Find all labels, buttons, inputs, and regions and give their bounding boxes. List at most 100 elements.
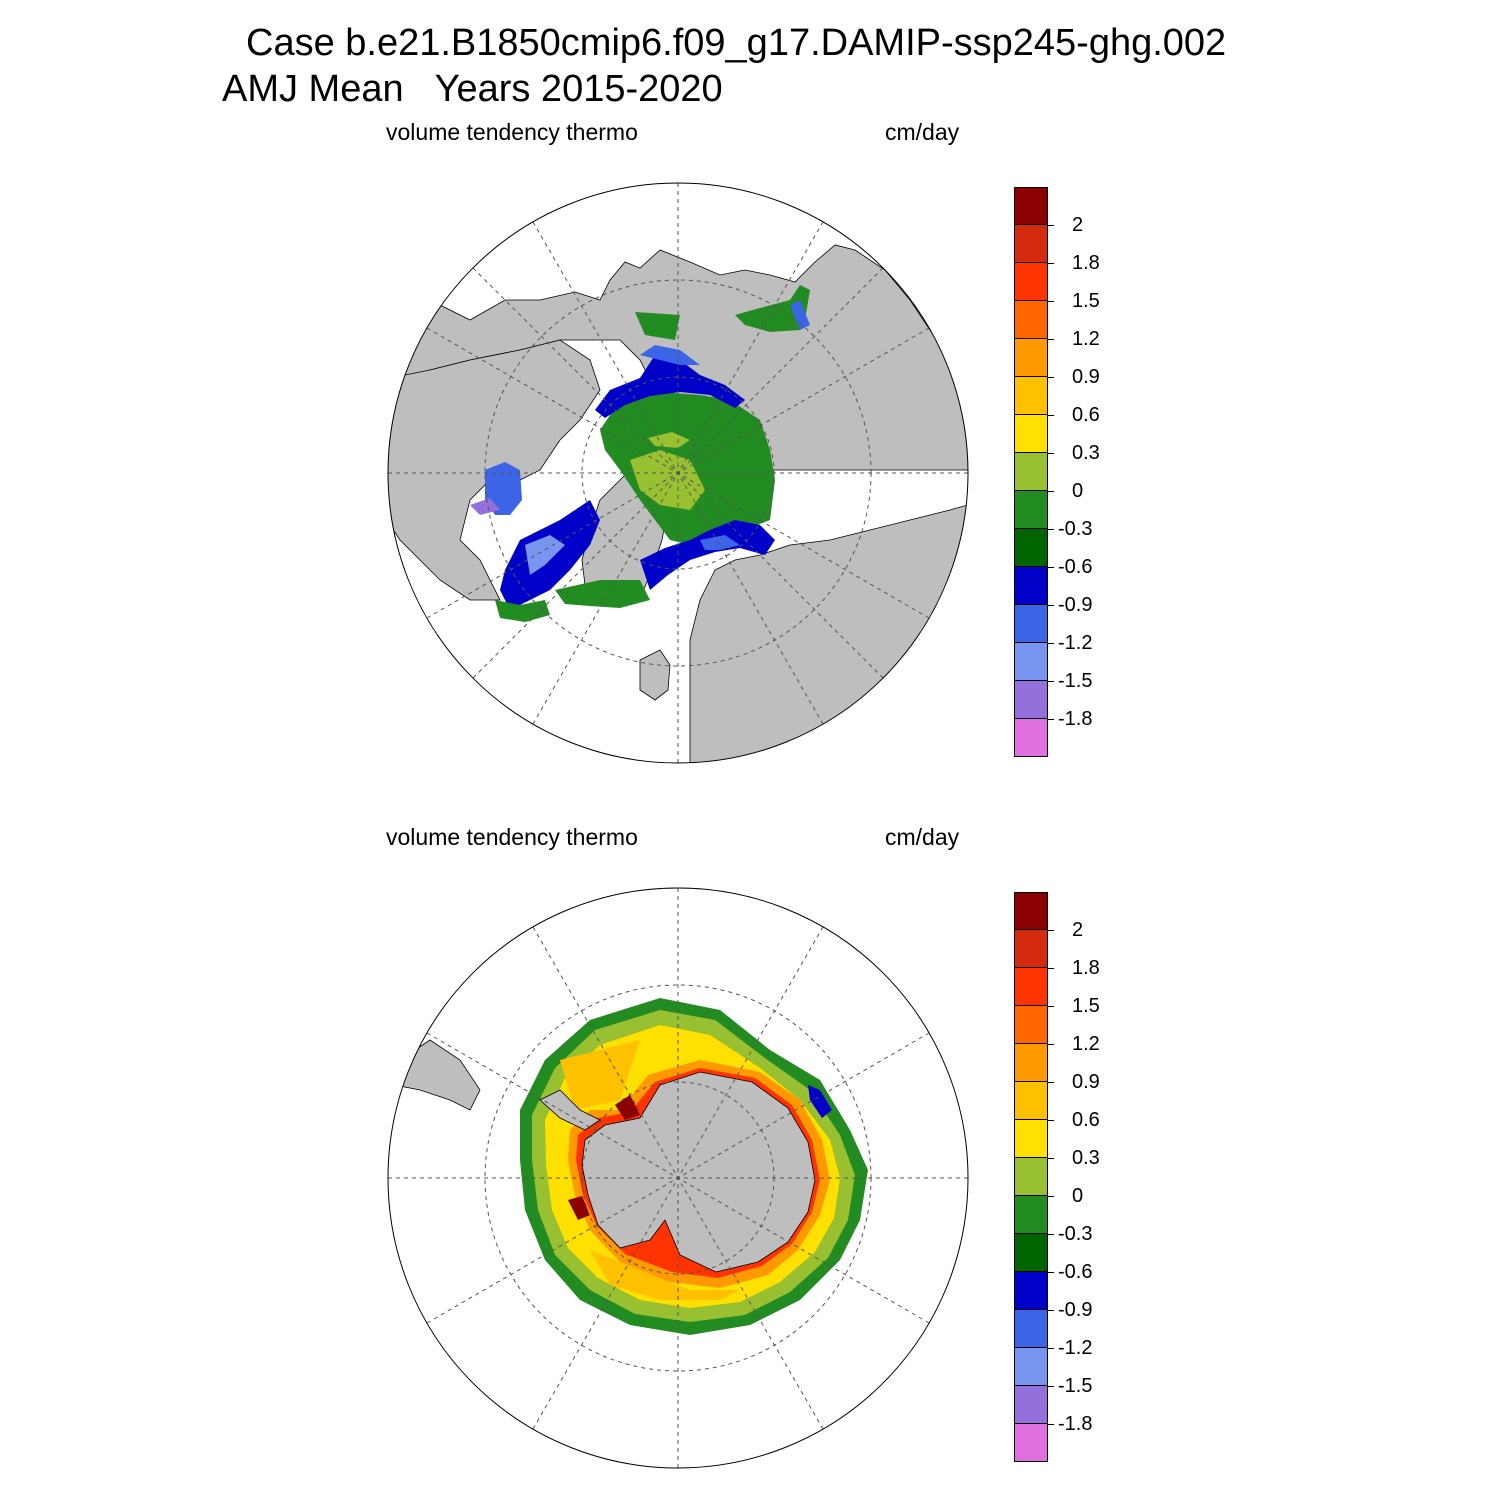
north-colorbar-label: -0.9 (1058, 594, 1093, 616)
south-colorbar-tick (1048, 1310, 1054, 1311)
north-colorbar-tick (1048, 681, 1054, 682)
south-landmasses (394, 1039, 816, 1273)
south-colorbar-label: 1.5 (1072, 995, 1100, 1017)
south-colorbar-tick (1048, 1158, 1054, 1159)
south-variable-label: volume tendency thermo (386, 824, 638, 850)
north-colorbar-label: 0.6 (1072, 404, 1100, 426)
north-colorbar-label: -1.5 (1058, 670, 1093, 692)
south-colorbar-tick (1048, 1424, 1054, 1425)
south-map-border (387, 887, 969, 1469)
south-colorbar-swatch (1014, 1386, 1048, 1424)
north-colorbar-swatch (1014, 643, 1048, 681)
north-colorbar-tick (1048, 339, 1054, 340)
north-colorbar-swatch (1014, 529, 1048, 567)
south-colorbar-tick (1048, 1044, 1054, 1045)
north-ice-hudson-blue (485, 462, 522, 515)
south-colorbar-tick (1048, 1120, 1054, 1121)
north-colorbar-swatch (1014, 567, 1048, 605)
south-colorbar-tick (1048, 1082, 1054, 1083)
north-colorbar-swatch (1014, 225, 1048, 263)
north-ice-topright-blue (790, 300, 810, 330)
south-colorbar-label: 0 (1072, 1185, 1084, 1207)
south-colorbar-label: 0.6 (1072, 1109, 1100, 1131)
north-colorbar-label: -0.6 (1058, 556, 1093, 578)
north-colorbar-label: -1.8 (1058, 708, 1093, 730)
south-colorbar-swatch (1014, 1310, 1048, 1348)
north-ice-barents-lightblue (700, 535, 740, 550)
north-graticule (388, 183, 968, 763)
north-colorbar-tick (1048, 567, 1054, 568)
north-colorbar-label: 1.8 (1072, 252, 1100, 274)
south-polar-map (387, 887, 969, 1469)
north-colorbar-swatch (1014, 605, 1048, 643)
north-colorbar-tick (1048, 301, 1054, 302)
south-colorbar-swatch (1014, 1120, 1048, 1158)
north-ice-light-green (630, 450, 705, 510)
south-units-label: cm/day (885, 824, 960, 850)
north-colorbar-tick (1048, 719, 1054, 720)
south-ice-darkred-ross (568, 1196, 590, 1220)
north-variable-label: volume tendency thermo (386, 119, 638, 145)
north-ice-top-green (635, 312, 680, 340)
south-colorbar-swatch (1014, 1348, 1048, 1386)
south-colorbar-label: 1.8 (1072, 957, 1100, 979)
south-colorbar-label: -1.8 (1058, 1413, 1093, 1435)
north-colorbar-tick (1048, 225, 1054, 226)
south-colorbar-label: -1.5 (1058, 1375, 1093, 1397)
north-ice-field (470, 285, 810, 622)
south-graticule (388, 888, 968, 1468)
north-colorbar-swatch (1014, 453, 1048, 491)
south-colorbar-label: -0.3 (1058, 1223, 1093, 1245)
south-colorbar-label: 0.3 (1072, 1147, 1100, 1169)
south-colorbar-swatch (1014, 968, 1048, 1006)
south-colorbar-tick (1048, 1196, 1054, 1197)
south-colorbar-swatch (1014, 1424, 1048, 1462)
north-colorbar-tick (1048, 453, 1054, 454)
south-colorbar-tick (1048, 968, 1054, 969)
north-ice-greenland-green (555, 580, 650, 608)
north-colorbar-label: 0.9 (1072, 366, 1100, 388)
south-colorbar-tick (1048, 1348, 1054, 1349)
north-colorbar-swatch (1014, 377, 1048, 415)
north-colorbar-label: 0 (1072, 480, 1084, 502)
south-colorbar-tick (1048, 1272, 1054, 1273)
south-colorbar-swatch (1014, 1006, 1048, 1044)
north-colorbar-swatch (1014, 339, 1048, 377)
south-colorbar-swatch (1014, 1082, 1048, 1120)
figure-title-case: Case b.e21.B1850cmip6.f09_g17.DAMIP-ssp2… (246, 22, 1227, 64)
north-land-asia (389, 244, 968, 471)
north-ice-hudson-purple (470, 498, 500, 515)
south-colorbar-tick (1048, 1234, 1054, 1235)
south-colorbar-label: 2 (1072, 919, 1084, 941)
south-land-south-america (394, 1039, 481, 1111)
south-ice-gold-band (560, 1040, 740, 1300)
north-colorbar-tick (1048, 415, 1054, 416)
north-colorbar-swatch (1014, 415, 1048, 453)
south-colorbar-swatch (1014, 1234, 1048, 1272)
north-colorbar-label: -1.2 (1058, 632, 1093, 654)
north-colorbar-tick (1048, 529, 1054, 530)
south-colorbar-swatch (1014, 1158, 1048, 1196)
north-colorbar-label: -0.3 (1058, 518, 1093, 540)
south-colorbar-label: -1.2 (1058, 1337, 1093, 1359)
south-colorbar-swatch (1014, 1196, 1048, 1234)
north-ice-baffin-lightblue (525, 535, 565, 575)
south-ice-blue-amery (808, 1085, 832, 1118)
figure-title-period: AMJ Mean Years 2015-2020 (222, 68, 723, 110)
south-colorbar-swatch (1014, 892, 1048, 930)
north-map-border (387, 182, 969, 764)
north-colorbar-swatch (1014, 681, 1048, 719)
south-colorbar-label: 1.2 (1072, 1033, 1100, 1055)
south-land-antarctic-peninsula (539, 1089, 601, 1131)
north-colorbar-swatch (1014, 491, 1048, 529)
north-ice-greenland-sea-blue (640, 520, 775, 590)
south-colorbar-tick (1048, 1006, 1054, 1007)
north-ice-siberian-lightblue (640, 345, 700, 365)
north-colorbar-tick (1048, 377, 1054, 378)
south-colorbar-swatch (1014, 1044, 1048, 1082)
north-colorbar-tick (1048, 605, 1054, 606)
north-colorbar-tick (1048, 263, 1054, 264)
north-colorbar-label: 0.3 (1072, 442, 1100, 464)
north-colorbar-tick (1048, 491, 1054, 492)
